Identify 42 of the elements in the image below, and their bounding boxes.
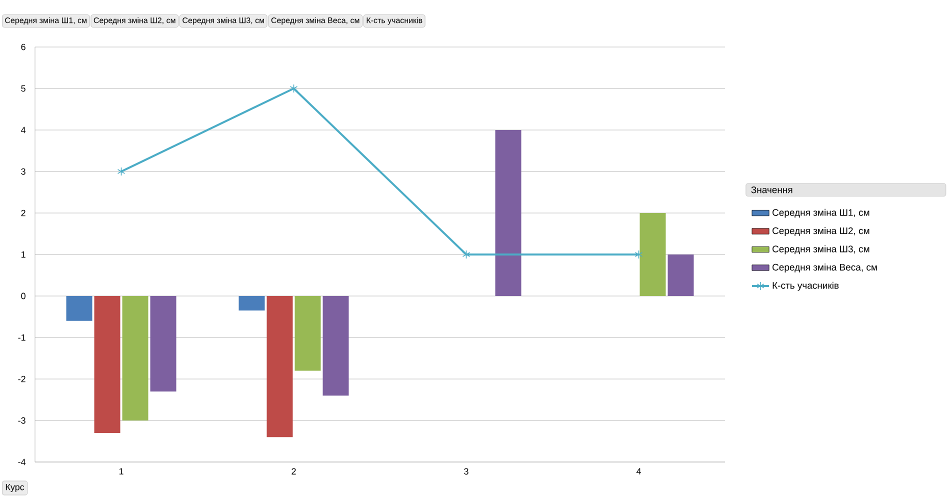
- bar: [94, 296, 120, 433]
- text: К-сть учасників: [366, 17, 422, 25]
- text: Середня зміна Ш1, см: [5, 17, 86, 25]
- x-tick-label: 2: [292, 468, 296, 474]
- bar: [122, 296, 148, 420]
- bar: [238, 296, 265, 311]
- y-tick-label: -3: [18, 417, 26, 424]
- y-tick-label: -4: [18, 458, 26, 466]
- legend-title: Значення: [751, 186, 792, 194]
- y-tick-label: 3: [21, 168, 26, 175]
- y-tick-label: 6: [21, 44, 26, 50]
- y-tick-label: 2: [21, 210, 26, 216]
- y-tick-label: 4: [21, 126, 26, 134]
- point: [290, 84, 298, 93]
- y-tick-label: 0: [21, 292, 26, 300]
- text: Середня зміна Ш2, см: [94, 17, 176, 25]
- x-tick-label: 4: [636, 468, 641, 474]
- point: [634, 250, 643, 259]
- bar: [66, 296, 92, 321]
- bar: [294, 296, 321, 371]
- point: [117, 167, 126, 176]
- legend-label: К-сть учасників: [772, 282, 839, 291]
- point: [462, 250, 470, 259]
- legend-label: Середня зміна Ш1, см: [772, 208, 870, 218]
- x-tick-label: 3: [464, 468, 468, 475]
- text: Середня зміна Ш3, см: [182, 17, 264, 25]
- legend-label: Середня зміна Ш2, см: [772, 227, 870, 236]
- legend-label: Середня зміна Веса, см: [772, 264, 877, 272]
- bar: [495, 130, 522, 296]
- y-tick-label: -2: [18, 376, 26, 382]
- y-tick-label: -1: [18, 334, 26, 341]
- y-tick-label: 1: [21, 251, 26, 258]
- bar: [640, 213, 666, 296]
- x-axis-title: Курс: [6, 484, 24, 492]
- legend-label: Середня зміна Ш3, см: [772, 245, 870, 254]
- bar: [322, 296, 349, 396]
- y-tick-label: 5: [21, 85, 26, 92]
- x-tick-label: 1: [119, 468, 124, 474]
- text: Середня зміна Веса, см: [271, 17, 360, 25]
- bar: [668, 254, 694, 296]
- bar: [150, 296, 176, 392]
- bar: [266, 296, 293, 438]
